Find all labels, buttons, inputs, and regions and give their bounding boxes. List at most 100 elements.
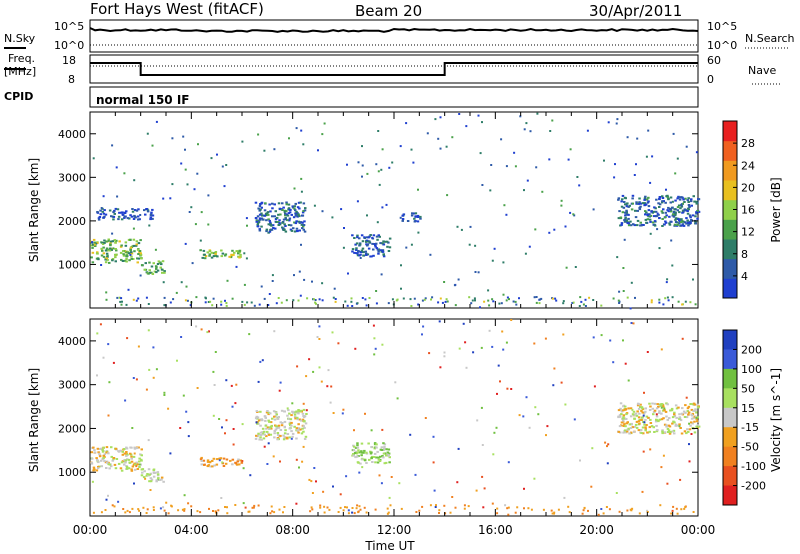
echo-cell-r7 — [680, 224, 683, 227]
echo-cell-r3 — [256, 223, 259, 226]
echo-cell-r1 — [156, 263, 160, 265]
ground-scatter-echo — [323, 505, 326, 508]
scatter-echo — [91, 243, 94, 246]
scatter-echo — [322, 490, 325, 493]
echo-cell-r6 — [112, 218, 115, 221]
echo-cell-r3 — [274, 428, 278, 431]
echo-cell-r5 — [635, 420, 639, 423]
scatter-echo — [263, 297, 266, 300]
echo-cell-r3 — [260, 434, 263, 436]
scatter-echo — [279, 381, 282, 384]
echo-cell-r1 — [158, 261, 162, 264]
echo-cell-r5 — [696, 403, 699, 406]
echo-cell-r4 — [375, 443, 378, 446]
echo-cell-r7 — [686, 219, 689, 222]
echo-cell-r0 — [108, 261, 111, 264]
echo-cell-r7 — [661, 211, 664, 214]
echo-cell-r3 — [260, 418, 263, 421]
scatter-echo — [432, 461, 435, 464]
echo-cell-r0 — [97, 451, 100, 454]
echo-cell-r5 — [641, 411, 644, 414]
echo-cell-r3 — [279, 213, 282, 216]
echo-cell-r2 — [212, 457, 216, 460]
scatter-echo — [126, 337, 129, 340]
ground-scatter-echo — [297, 299, 300, 302]
scatter-echo — [541, 190, 544, 193]
echo-cell-r5 — [695, 411, 698, 414]
echo-cell-r1 — [148, 261, 151, 264]
echo-cell-r0 — [100, 465, 103, 468]
echo-cell-r6 — [102, 212, 106, 215]
echo-cell-r4 — [351, 250, 354, 253]
scatter-echo — [361, 466, 364, 469]
echo-cell-r5 — [696, 416, 699, 419]
freq-left-tick-bottom: 8 — [68, 73, 75, 86]
ground-scatter-echo — [315, 302, 317, 305]
echo-cell-r3 — [261, 427, 265, 430]
echo-cell-r0 — [125, 258, 128, 260]
echo-cell-r0 — [109, 240, 113, 243]
echo-cell-r4 — [373, 443, 377, 446]
echo-cell-r2 — [232, 253, 235, 256]
echo-cell-r3 — [279, 434, 282, 437]
echo-cell-r2 — [199, 249, 202, 252]
echo-cell-r3 — [258, 205, 262, 207]
echo-cell-r2 — [206, 460, 210, 463]
scatter-echo — [182, 135, 185, 138]
scatter-echo — [576, 176, 579, 178]
echo-cell-r7 — [661, 195, 664, 198]
ground-scatter-echo — [562, 300, 565, 303]
ground-scatter-echo — [605, 506, 608, 508]
echo-cell-r2 — [199, 458, 203, 461]
echo-cell-r0 — [106, 254, 109, 257]
echo-cell-r5 — [670, 407, 674, 410]
scatter-echo — [674, 172, 677, 175]
ground-scatter-echo — [251, 506, 254, 509]
echo-cell-r2 — [210, 256, 214, 259]
echo-cell-r5 — [639, 406, 642, 408]
echo-cell-r7 — [632, 223, 635, 226]
echo-cell-r5 — [680, 432, 684, 435]
echo-cell-r3 — [269, 412, 272, 415]
echo-cell-r3 — [269, 229, 272, 231]
echo-cell-r0 — [96, 447, 100, 450]
echo-cell-r6 — [108, 209, 112, 212]
echo-cell-r0 — [119, 251, 123, 254]
echo-cell-r5 — [419, 217, 422, 220]
echo-cell-r1 — [160, 268, 164, 271]
echo-cell-r5 — [401, 218, 405, 220]
echo-cell-r4 — [377, 252, 380, 255]
scatter-echo — [163, 296, 166, 299]
scatter-echo — [586, 129, 589, 132]
echo-cell-r5 — [668, 432, 672, 435]
echo-cell-r5 — [671, 416, 675, 419]
nave-label: Nave — [748, 64, 776, 77]
echo-cell-r3 — [299, 409, 303, 412]
echo-cell-r3 — [259, 203, 262, 205]
echo-cell-r7 — [679, 207, 682, 210]
echo-cell-r4 — [359, 462, 362, 465]
echo-cell-r5 — [666, 418, 669, 421]
echo-cell-r7 — [624, 211, 627, 214]
scatter-echo — [339, 493, 342, 496]
echo-cell-r3 — [260, 212, 263, 215]
scatter-echo — [647, 129, 650, 132]
echo-cell-r5 — [643, 412, 646, 415]
echo-cell-r0 — [121, 453, 125, 456]
scatter-echo — [548, 158, 551, 161]
echo-cell-r4 — [375, 446, 378, 449]
scatter-echo — [528, 245, 531, 248]
echo-cell-r4 — [385, 448, 388, 451]
echo-cell-r0 — [97, 461, 100, 464]
echo-cell-r3 — [284, 218, 288, 221]
scatter-echo — [481, 184, 484, 186]
echo-cell-r0 — [137, 446, 140, 449]
echo-cell-r7 — [629, 224, 633, 227]
echo-cell-r7 — [648, 218, 652, 221]
ground-scatter-echo — [169, 301, 172, 304]
echo-cell-r3 — [267, 213, 270, 216]
echo-cell-r7 — [674, 221, 678, 223]
echo-cell-r0 — [138, 457, 141, 460]
velocity-colorbar-tick-label-4: -15 — [741, 421, 759, 434]
echo-cell-r3 — [290, 229, 294, 232]
